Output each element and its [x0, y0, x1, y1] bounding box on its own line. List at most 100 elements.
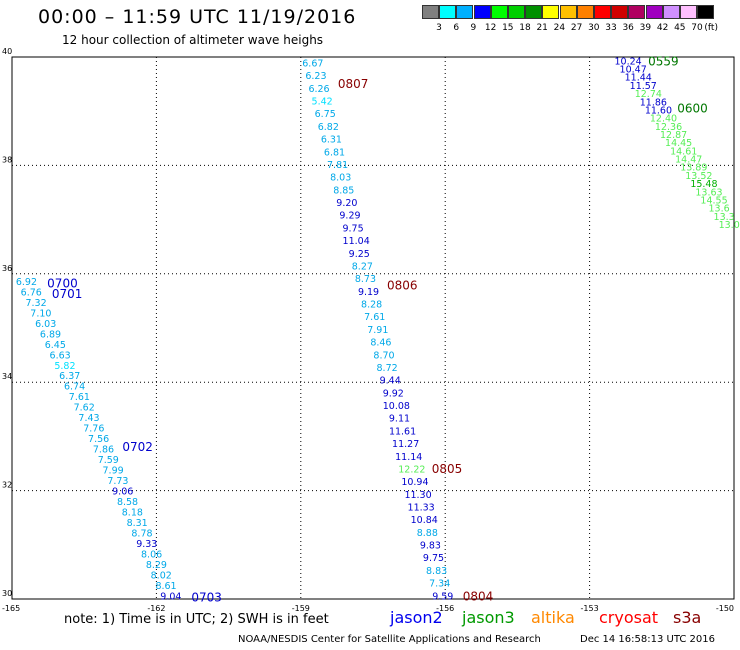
- swh-value: 9.92: [383, 388, 404, 399]
- swh-value: 12.87: [660, 130, 687, 141]
- note-text: note: 1) Time is in UTC; 2) SWH is in fe…: [64, 612, 329, 627]
- swh-value: 8.46: [370, 338, 391, 349]
- track-0700: 6.926.767.327.106.036.896.456.635.826.37…: [16, 277, 222, 605]
- lon-tick-label: -153: [581, 604, 599, 612]
- swh-value: 13.0: [719, 220, 740, 231]
- altimeter-tracks: 6.926.767.327.106.036.896.456.635.826.37…: [16, 54, 740, 604]
- swh-value: 7.61: [364, 312, 385, 323]
- legend-tick-label: 42: [656, 23, 669, 33]
- swh-value: 8.70: [373, 350, 394, 361]
- swh-value: 9.44: [380, 376, 401, 387]
- swh-value: 14.47: [675, 155, 702, 166]
- lat-tick-label: 34: [2, 372, 12, 381]
- swh-value: 8.06: [141, 549, 162, 560]
- satellite-label-cryosat: cryosat: [599, 608, 659, 627]
- lat-tick-label: 30: [2, 589, 12, 598]
- swh-value: 10.24: [615, 56, 642, 67]
- swh-value: 9.06: [112, 487, 133, 498]
- legend-tick-label: 33: [605, 23, 617, 33]
- swh-value: 6.31: [321, 135, 342, 146]
- wave-height-map: -165 -162 -159 -156 -153 -150 30 32 34 36 38 40 6.…: [2, 47, 740, 612]
- legend-swatch: [525, 5, 543, 19]
- legend-tick-label: 39: [639, 23, 652, 33]
- grid-lines: [12, 57, 734, 599]
- legend-tick-label: 27: [570, 23, 583, 33]
- swh-value: 7.62: [74, 403, 95, 414]
- swh-value: 7.86: [93, 445, 114, 456]
- legend-tick-label: 45: [674, 23, 686, 33]
- time-label: 0805: [432, 462, 463, 476]
- swh-value: 13.3: [714, 212, 735, 223]
- legend-swatch: [473, 5, 491, 19]
- swh-value: 8.02: [151, 570, 172, 581]
- swh-value: 11.33: [408, 502, 435, 513]
- credit-text: NOAA/NESDIS Center for Satellite Applica…: [238, 634, 541, 645]
- lon-tick-label: -156: [436, 604, 454, 612]
- legend-tick-label: 21: [536, 23, 548, 33]
- swh-value: 7.56: [88, 434, 109, 445]
- page-subtitle: 12 hour collection of altimeter wave hei…: [62, 33, 324, 47]
- swh-value: 15.48: [690, 179, 717, 190]
- swh-value: 6.74: [64, 382, 85, 393]
- swh-value: 11.27: [392, 439, 419, 450]
- swh-value: 11.60: [645, 105, 672, 116]
- legend-swatch: [542, 5, 560, 19]
- swh-value: 6.75: [315, 109, 336, 120]
- swh-value: 9.04: [160, 591, 181, 602]
- swh-value: 8.85: [333, 185, 354, 196]
- lon-tick-label: -159: [292, 604, 310, 612]
- track-0806: 6.676.23 6.26 5.426.75 6.82 6.316.81 7.81 8.03…: [302, 59, 493, 604]
- swh-value: 12.74: [635, 89, 662, 100]
- swh-value: 14.55: [700, 195, 727, 206]
- lat-tick-label: 38: [2, 155, 12, 164]
- time-label: 0559: [648, 54, 679, 68]
- time-label: 0703: [191, 590, 222, 604]
- lat-tick-label: 36: [2, 264, 12, 273]
- swh-value: 11.44: [625, 73, 652, 84]
- time-label: 0700: [47, 277, 78, 291]
- satellite-label-jason2: jason2: [390, 608, 443, 627]
- legend-swatch: [594, 5, 611, 19]
- swh-value: 13.6: [709, 204, 730, 215]
- legend-swatch: [662, 5, 680, 19]
- time-label: 0702: [122, 440, 153, 454]
- swh-value: 8.73: [355, 274, 376, 285]
- swh-value: 7.32: [25, 298, 46, 309]
- swh-value: 7.34: [429, 579, 450, 590]
- swh-value: 8.61: [155, 581, 176, 592]
- swh-value: 6.76: [21, 287, 42, 298]
- legend-unit: (ft): [704, 23, 718, 33]
- swh-value: 9.25: [349, 249, 370, 260]
- swh-value: 6.45: [45, 340, 66, 351]
- swh-value: 9.11: [389, 414, 410, 425]
- legend-tick-label: 6: [453, 23, 460, 33]
- legend-swatch: [456, 5, 474, 19]
- swh-value: 9.33: [136, 539, 157, 550]
- swh-value: 6.63: [50, 350, 71, 361]
- swh-value: 8.27: [352, 261, 373, 272]
- swh-value: 12.40: [650, 114, 677, 125]
- swh-value: 13.52: [685, 171, 712, 182]
- legend-tick-label: 15: [502, 23, 514, 33]
- swh-value: 8.29: [146, 560, 167, 571]
- swh-value: 5.82: [54, 361, 75, 372]
- swh-value: 7.73: [107, 476, 128, 487]
- swh-value: 9.59: [432, 591, 453, 602]
- legend-swatch: [439, 5, 457, 19]
- swh-value: 10.08: [383, 401, 410, 412]
- latitude-tick-labels: 30 32 34 36 38 40: [2, 47, 12, 598]
- swh-value: 13.89: [680, 163, 707, 174]
- time-label: 0807: [338, 77, 369, 91]
- swh-value: 11.61: [389, 426, 416, 437]
- swh-value: 6.89: [40, 329, 61, 340]
- legend-swatch: [576, 5, 594, 19]
- swh-value: 12.22: [398, 464, 425, 475]
- swh-value: 7.91: [367, 325, 388, 336]
- lon-tick-label: -150: [716, 604, 734, 612]
- swh-value: 8.83: [426, 566, 447, 577]
- swh-value: 11.04: [343, 236, 370, 247]
- swh-value: 6.26: [308, 84, 329, 95]
- swh-value: 14.61: [670, 146, 697, 157]
- swh-value: 9.75: [342, 223, 363, 234]
- swh-value: 9.83: [420, 541, 441, 552]
